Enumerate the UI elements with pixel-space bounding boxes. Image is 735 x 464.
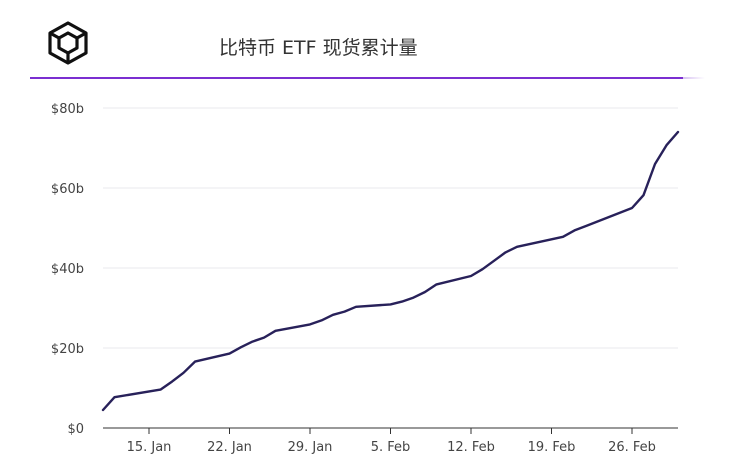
y-tick-label: $80b <box>51 102 84 117</box>
y-tick-label: $60b <box>51 182 84 197</box>
y-tick-label: $40b <box>51 262 84 277</box>
x-tick-label: 19. Feb <box>528 440 576 455</box>
header: 比特币 ETF 现货累计量 <box>0 0 735 80</box>
cube-logo-icon[interactable] <box>46 21 90 65</box>
y-tick-label: $0 <box>67 422 84 437</box>
chart-title: 比特币 ETF 现货累计量 <box>219 37 418 59</box>
x-tick-label: 12. Feb <box>447 440 495 455</box>
x-tick-label: 26. Feb <box>608 440 656 455</box>
series-line <box>101 130 680 412</box>
title-underline-fade <box>683 77 705 79</box>
x-tick-label: 29. Jan <box>288 440 333 455</box>
x-tick-label: 5. Feb <box>371 440 411 455</box>
y-tick-label: $20b <box>51 342 84 357</box>
x-tick-label: 15. Jan <box>127 440 172 455</box>
x-tick-label: 22. Jan <box>207 440 252 455</box>
title-underline <box>30 77 683 79</box>
